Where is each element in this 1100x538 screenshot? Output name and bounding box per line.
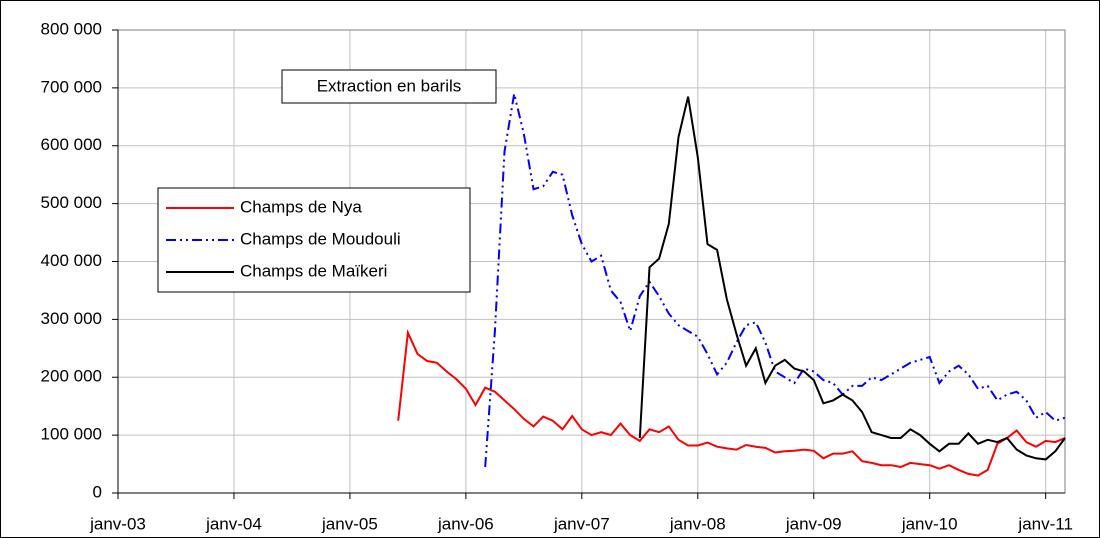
lines <box>397 93 1066 477</box>
series-line <box>484 93 1066 468</box>
legend-label: Champs de Maïkeri <box>240 261 387 280</box>
x-tick-label: janv-05 <box>321 514 378 533</box>
y-tick-label: 400 000 <box>41 251 102 270</box>
annotation-box <box>281 69 497 104</box>
y-tick-label: 200 000 <box>41 367 102 386</box>
x-tick-label: janv-10 <box>901 514 958 533</box>
y-tick-label: 300 000 <box>41 309 102 328</box>
x-tick-label: janv-06 <box>437 514 494 533</box>
legend-label: Champs de Moudouli <box>240 229 401 248</box>
legend-label: Champs de Nya <box>240 197 362 216</box>
y-tick-label: 700 000 <box>41 77 102 96</box>
legend <box>157 187 471 293</box>
x-tick-label: janv-04 <box>205 514 262 533</box>
y-tick-label: 600 000 <box>41 135 102 154</box>
y-tick-label: 800 000 <box>41 19 102 38</box>
x-tick-label: janv-11 <box>1017 514 1073 533</box>
series-line <box>638 96 1066 461</box>
legend-items: Champs de Nya Champs de Moudouli Champs de… <box>166 197 401 280</box>
y-tick-label: 0 <box>93 482 102 501</box>
x-tick-label: janv-08 <box>669 514 726 533</box>
y-tick-label: 100 000 <box>41 425 102 444</box>
y-tick-label: 500 000 <box>41 193 102 212</box>
x-tick-label: janv-03 <box>89 514 146 533</box>
annotation: Extraction en barils <box>317 76 462 95</box>
series-line <box>397 328 1066 477</box>
x-tick-label: janv-07 <box>553 514 610 533</box>
x-tick-label: janv-09 <box>785 514 842 533</box>
